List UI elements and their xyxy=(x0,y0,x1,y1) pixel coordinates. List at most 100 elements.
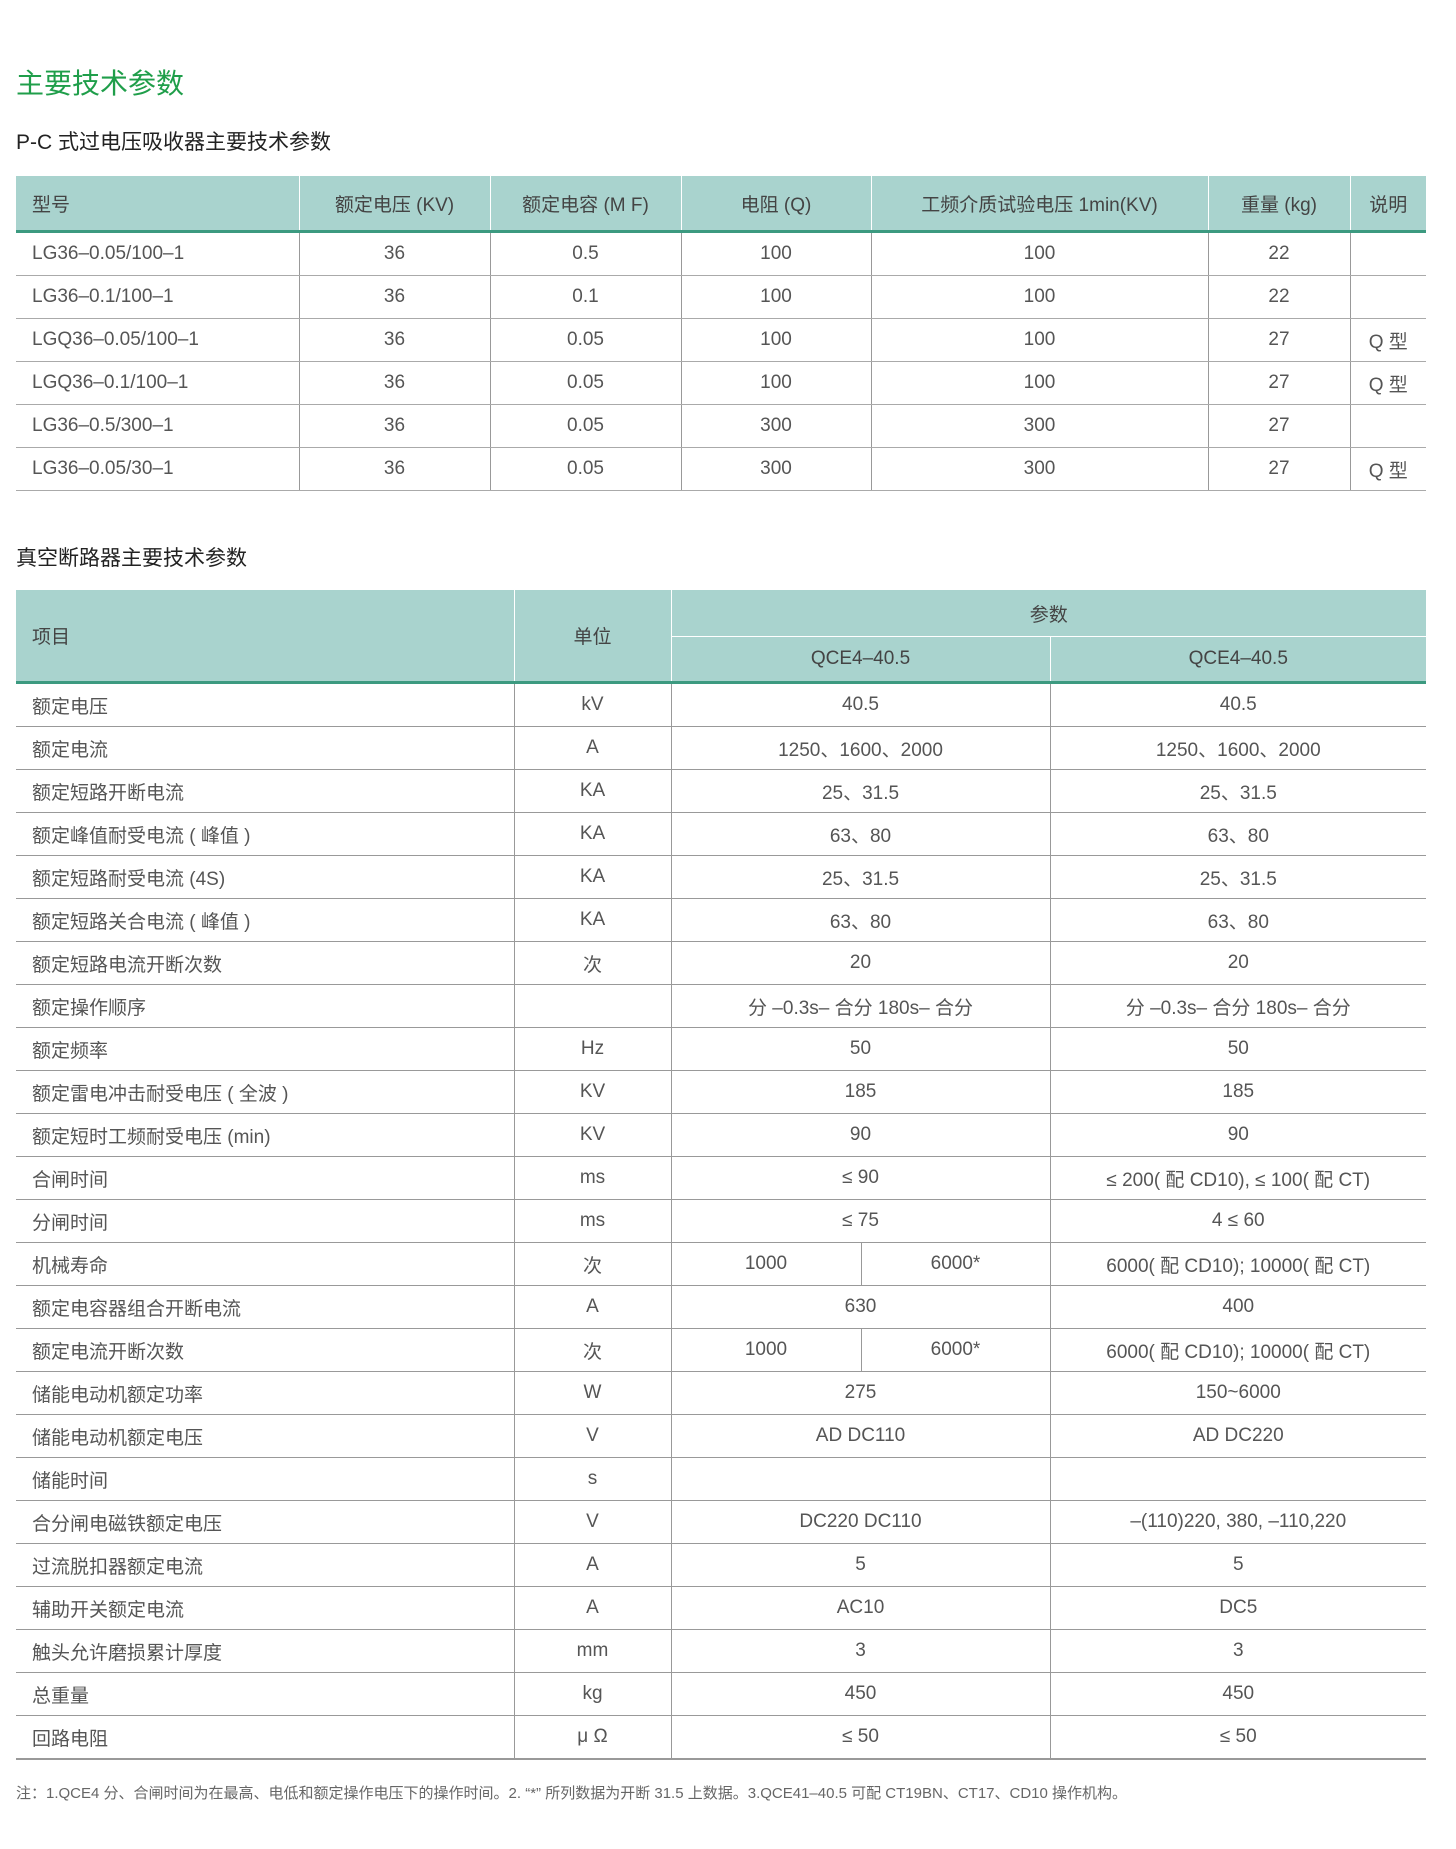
table-row: 额定短路关合电流 ( 峰值 ) KA 63、80 63、80 xyxy=(16,898,1427,942)
unit-cell: kg xyxy=(513,1672,671,1716)
table-row: 储能时间 s xyxy=(16,1457,1427,1501)
unit-cell: Hz xyxy=(513,1027,671,1071)
item-cell: 额定峰值耐受电流 ( 峰值 ) xyxy=(16,812,514,856)
item-cell: 额定短时工频耐受电压 (min) xyxy=(16,1113,514,1157)
value-cell-model1 xyxy=(670,1457,1050,1501)
table-row: LG36–0.05/100–1 36 0.5 100 100 22 xyxy=(16,231,1426,276)
value-cell-model2: 3 xyxy=(1049,1629,1427,1673)
table-cell: 36 xyxy=(298,404,490,448)
table-cell: 100 xyxy=(870,231,1208,276)
item-cell: 合分闸电磁铁额定电压 xyxy=(16,1500,514,1544)
value-cell-model1: 63、80 xyxy=(670,898,1050,942)
column-header: 电阻 (Q) xyxy=(680,176,871,233)
unit-cell: KA xyxy=(513,812,671,856)
value-cell-model2: 50 xyxy=(1049,1027,1427,1071)
table-row: 合分闸电磁铁额定电压 V DC220 DC110 –(110)220, 380, –1… xyxy=(16,1500,1427,1544)
unit-cell: KA xyxy=(513,855,671,899)
value-cell-model1-a: 1000 xyxy=(670,1242,861,1286)
item-cell: 额定短路开断电流 xyxy=(16,769,514,813)
page-title: 主要技术参数 xyxy=(16,68,185,99)
table-cell: 0.1 xyxy=(489,275,681,319)
unit-cell: KV xyxy=(513,1070,671,1114)
value-cell-model2: AD DC220 xyxy=(1049,1414,1427,1458)
table-cell xyxy=(1349,275,1426,319)
table-cell: 100 xyxy=(680,231,871,276)
value-cell-model1-a: 1000 xyxy=(670,1328,861,1372)
item-cell: 过流脱扣器额定电流 xyxy=(16,1543,514,1587)
table-cell: LG36–0.1/100–1 xyxy=(16,275,299,319)
unit-cell: KA xyxy=(513,769,671,813)
header-params: 参数 xyxy=(670,590,1427,637)
value-cell-model1: 25、31.5 xyxy=(670,855,1050,899)
breaker-parameters-table: 项目 单位 参数 QCE4–40.5 QCE4–40.5 额定电压 kV 40.5 4… xyxy=(16,590,1427,1760)
table-cell: 100 xyxy=(870,361,1208,405)
table-cell: 36 xyxy=(298,318,490,362)
item-cell: 额定操作顺序 xyxy=(16,984,514,1028)
value-cell-model1: 90 xyxy=(670,1113,1050,1157)
value-cell-model2: 63、80 xyxy=(1049,812,1427,856)
unit-cell: A xyxy=(513,1543,671,1587)
value-cell-model1: ≤ 50 xyxy=(670,1715,1050,1760)
table-row: 额定电流开断次数次 1000 6000* 6000( 配 CD10); 10000( … xyxy=(16,1328,1427,1372)
column-header: 额定电压 (KV) xyxy=(298,176,490,233)
table-cell: 27 xyxy=(1207,404,1350,448)
table-row: 回路电阻 μ Ω ≤ 50 ≤ 50 xyxy=(16,1715,1427,1760)
item-cell: 分闸时间 xyxy=(16,1199,514,1243)
table-cell: LG36–0.5/300–1 xyxy=(16,404,299,448)
table-cell: 300 xyxy=(870,404,1208,448)
table-cell: 300 xyxy=(680,404,871,448)
value-cell-model2: ≤ 200( 配 CD10), ≤ 100( 配 CT) xyxy=(1049,1156,1427,1200)
table-row: 额定电容器组合开断电流 A 630 400 xyxy=(16,1285,1427,1329)
value-cell-model2: 6000( 配 CD10); 10000( 配 CT) xyxy=(1049,1242,1427,1286)
table-cell xyxy=(1349,404,1426,448)
table-row: 过流脱扣器额定电流 A 5 5 xyxy=(16,1543,1427,1587)
table-row: 额定峰值耐受电流 ( 峰值 ) KA 63、80 63、80 xyxy=(16,812,1427,856)
value-cell-model2: 20 xyxy=(1049,941,1427,985)
value-cell-model2: 1250、1600、2000 xyxy=(1049,726,1427,770)
value-cell-model1-b: 6000* xyxy=(860,1242,1050,1286)
table-row: 总重量 kg 450 450 xyxy=(16,1672,1427,1716)
item-cell: 回路电阻 xyxy=(16,1715,514,1760)
value-cell-model1: ≤ 75 xyxy=(670,1199,1050,1243)
table-cell: 100 xyxy=(680,361,871,405)
value-cell-model2: 4 ≤ 60 xyxy=(1049,1199,1427,1243)
table-row: 合闸时间 ms ≤ 90 ≤ 200( 配 CD10), ≤ 100( 配 CT) xyxy=(16,1156,1427,1200)
value-cell-model2: 450 xyxy=(1049,1672,1427,1716)
item-cell: 额定频率 xyxy=(16,1027,514,1071)
unit-cell: kV xyxy=(513,682,671,727)
header-unit: 单位 xyxy=(513,590,671,684)
unit-cell: ms xyxy=(513,1199,671,1243)
table-row: 额定短路开断电流 KA 25、31.5 25、31.5 xyxy=(16,769,1427,813)
value-cell-model2: ≤ 50 xyxy=(1049,1715,1427,1760)
table-row: 额定短路耐受电流 (4S) KA 25、31.5 25、31.5 xyxy=(16,855,1427,899)
unit-cell: A xyxy=(513,1285,671,1329)
table-cell: 0.5 xyxy=(489,231,681,276)
unit-cell: μ Ω xyxy=(513,1715,671,1760)
section1-title: P-C 式过电压吸收器主要技术参数 xyxy=(16,131,331,154)
value-cell-model1: 5 xyxy=(670,1543,1050,1587)
column-header: 额定电容 (M F) xyxy=(489,176,681,233)
value-cell-model2: 25、31.5 xyxy=(1049,855,1427,899)
absorber-parameters-table: 型号 额定电压 (KV) 额定电容 (M F) 电阻 (Q) 工频介质试验电压 1min… xyxy=(16,176,1426,491)
value-cell-model1: 25、31.5 xyxy=(670,769,1050,813)
item-cell: 额定雷电冲击耐受电压 ( 全波 ) xyxy=(16,1070,514,1114)
item-cell: 储能电动机额定电压 xyxy=(16,1414,514,1458)
table-row: 辅助开关额定电流 A AC10 DC5 xyxy=(16,1586,1427,1630)
table-cell: 27 xyxy=(1207,447,1350,491)
unit-cell xyxy=(513,984,671,1028)
value-cell-model1: 40.5 xyxy=(670,682,1050,727)
table-cell: 100 xyxy=(680,318,871,362)
table-row: 额定操作顺序 分 –0.3s– 合分 180s– 合分分 –0.3s– 合分 18… xyxy=(16,984,1427,1028)
column-header: 重量 (kg) xyxy=(1207,176,1350,233)
value-cell-model1: 20 xyxy=(670,941,1050,985)
table-cell: Q 型 xyxy=(1349,447,1426,491)
value-cell-model2: 150~6000 xyxy=(1049,1371,1427,1415)
item-cell: 储能电动机额定功率 xyxy=(16,1371,514,1415)
table-cell: 0.05 xyxy=(489,447,681,491)
unit-cell: W xyxy=(513,1371,671,1415)
table-cell: Q 型 xyxy=(1349,318,1426,362)
value-cell-model2: 40.5 xyxy=(1049,682,1427,727)
value-cell-model1: 450 xyxy=(670,1672,1050,1716)
table-row: LGQ36–0.1/100–1 36 0.05 100 100 27 Q 型 xyxy=(16,361,1426,405)
table-row: 储能电动机额定功率 W 275 150~6000 xyxy=(16,1371,1427,1415)
